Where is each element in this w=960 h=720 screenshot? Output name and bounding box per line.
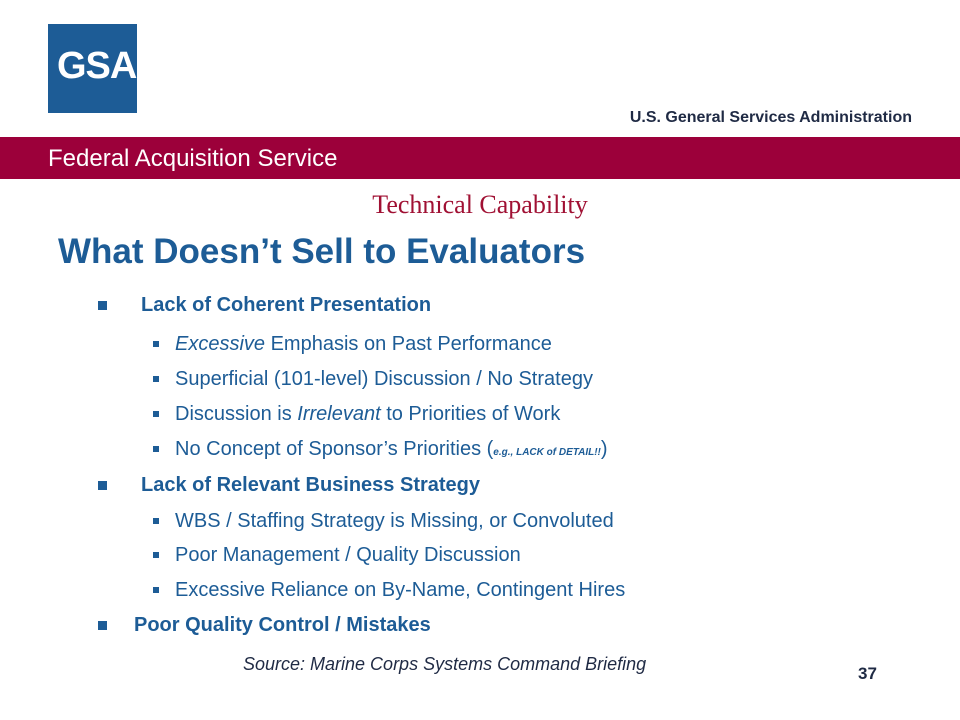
bullet-heading-2: Lack of Relevant Business Strategy: [98, 474, 480, 497]
sub-bullet-text: Superficial (101-level) Discussion / No …: [175, 368, 593, 390]
bullet-heading-1: Lack of Coherent Presentation: [98, 294, 431, 317]
sub-bullet-text: Excessive Reliance on By-Name, Contingen…: [175, 579, 626, 601]
slide-title: What Doesn’t Sell to Evaluators: [58, 232, 586, 271]
small-square-bullet-icon: [153, 587, 159, 593]
sub-bullet-text: Discussion is: [175, 403, 298, 425]
sub-bullet-text: Poor Management / Quality Discussion: [175, 544, 521, 566]
service-banner-text: Federal Acquisition Service: [48, 145, 338, 172]
sub-bullet: No Concept of Sponsor’s Priorities (e.g.…: [153, 438, 608, 461]
small-square-bullet-icon: [153, 341, 159, 347]
small-square-bullet-icon: [153, 552, 159, 558]
service-banner: Federal Acquisition Service: [0, 137, 960, 179]
emphasis-text: Excessive: [175, 333, 266, 355]
sub-bullet-text: No Concept of Sponsor’s Priorities (: [175, 438, 494, 460]
square-bullet-icon: [98, 481, 107, 490]
sub-bullet-text: ): [600, 438, 608, 460]
gsa-logo-text: GSA: [57, 45, 137, 87]
bullet-heading-text: Poor Quality Control / Mistakes: [134, 614, 431, 636]
page-number: 37: [858, 664, 877, 683]
square-bullet-icon: [98, 621, 107, 630]
sub-bullet-text: WBS / Staffing Strategy is Missing, or C…: [175, 510, 614, 532]
sub-bullet-text: Emphasis on Past Performance: [265, 333, 552, 355]
emphasis-text: Irrelevant: [297, 403, 381, 425]
gsa-logo: GSA: [48, 24, 137, 113]
square-bullet-icon: [98, 301, 107, 310]
sub-bullet: WBS / Staffing Strategy is Missing, or C…: [153, 510, 614, 533]
bullet-heading-text: Lack of Relevant Business Strategy: [141, 474, 481, 496]
note-text: e.g., LACK of DETAIL!!: [493, 447, 601, 458]
sub-bullet-text: to Priorities of Work: [380, 403, 561, 425]
small-square-bullet-icon: [153, 376, 159, 382]
sub-bullet: Excessive Emphasis on Past Performance: [153, 333, 552, 356]
section-label: Technical Capability: [372, 190, 588, 219]
sub-bullet: Poor Management / Quality Discussion: [153, 544, 521, 567]
bullet-heading-text: Lack of Coherent Presentation: [141, 294, 432, 316]
bullet-heading-3: Poor Quality Control / Mistakes: [98, 614, 431, 637]
small-square-bullet-icon: [153, 446, 159, 452]
sub-bullet: Discussion is Irrelevant to Priorities o…: [153, 403, 560, 426]
source-citation: Source: Marine Corps Systems Command Bri…: [243, 654, 647, 674]
small-square-bullet-icon: [153, 411, 159, 417]
small-square-bullet-icon: [153, 518, 159, 524]
sub-bullet: Superficial (101-level) Discussion / No …: [153, 368, 593, 391]
agency-name: U.S. General Services Administration: [629, 109, 912, 126]
sub-bullet: Excessive Reliance on By-Name, Contingen…: [153, 579, 625, 602]
